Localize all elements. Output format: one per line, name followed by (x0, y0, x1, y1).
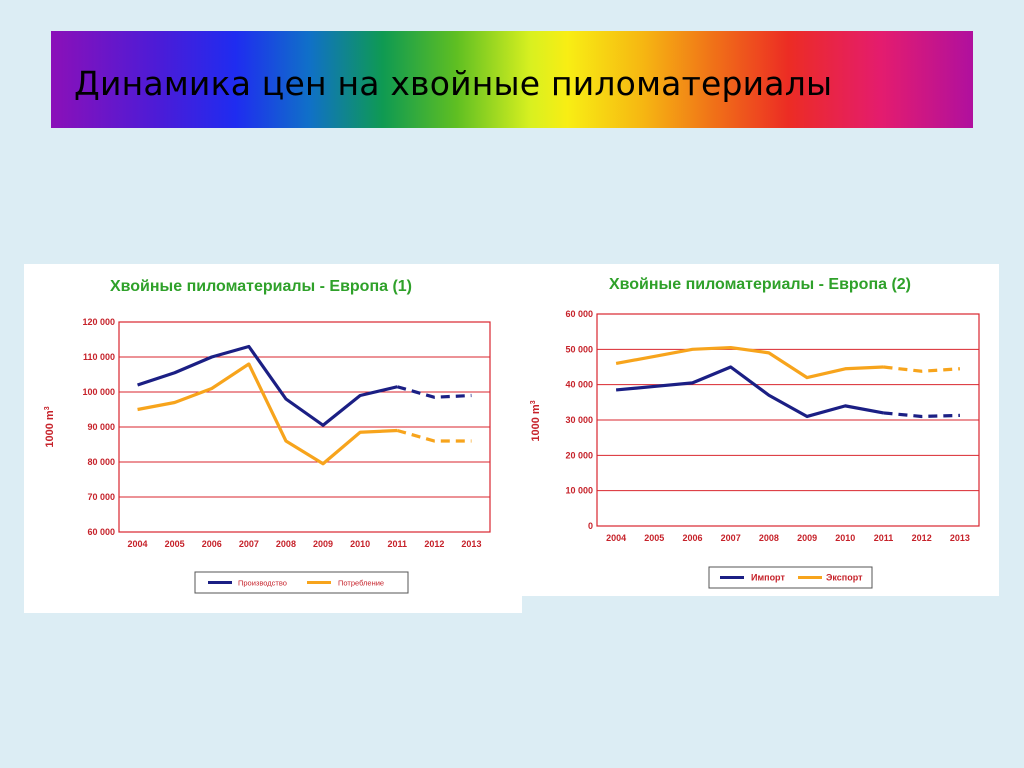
chart-1: Хвойные пиломатериалы - Европа (1) 60 000… (44, 278, 491, 594)
x-tick-label: 2013 (950, 533, 970, 543)
legend-box (194, 571, 409, 594)
legend-label: Импорт (751, 573, 785, 583)
legend-box (708, 566, 873, 589)
x-tick-label: 2013 (461, 539, 481, 549)
x-tick-label: 2009 (797, 533, 817, 543)
y-axis-label: 1000 m3 (44, 406, 56, 447)
y-tick-label: 60 000 (87, 527, 115, 537)
y-tick-label: 90 000 (87, 422, 115, 432)
y-tick-label: 80 000 (87, 457, 115, 467)
plot-area (118, 321, 491, 533)
series-line-1 (615, 365, 884, 419)
x-tick-label: 2004 (128, 539, 148, 549)
x-tick-label: 2004 (606, 533, 626, 543)
chart-panel-2: Хвойные пиломатериалы - Европа (2) 0 10 00… (522, 264, 999, 596)
x-tick-label: 2005 (644, 533, 664, 543)
x-tick-label: 2012 (424, 539, 444, 549)
x-tick-label: 2007 (239, 539, 259, 549)
x-tick-label: 2012 (912, 533, 932, 543)
y-tick-label: 10 000 (565, 486, 593, 496)
legend-label: Экспорт (826, 573, 863, 583)
chart-2: Хвойные пиломатериалы - Европа (2) 0 10 00… (530, 276, 980, 589)
x-tick-label: 2009 (313, 539, 333, 549)
y-tick-label: 110 000 (83, 352, 115, 362)
series-line-1 (137, 344, 398, 427)
legend-label: Производство (238, 579, 287, 588)
series-forecast-line-2 (883, 365, 961, 373)
title-banner: Динамика цен на хвойные пиломатериалы (51, 31, 973, 128)
y-tick-label: 40 000 (565, 380, 593, 390)
chart-title: Хвойные пиломатериалы - Европа (2) (609, 276, 911, 293)
x-tick-label: 2010 (350, 539, 370, 549)
y-tick-label: 70 000 (87, 492, 115, 502)
x-tick-label: 2011 (387, 539, 407, 549)
y-tick-label: 60 000 (565, 309, 593, 319)
series-forecast-line-2 (396, 428, 472, 443)
series-forecast-line-1 (883, 411, 960, 419)
y-tick-label: 0 (588, 521, 593, 531)
slide-title: Динамика цен на хвойные пиломатериалы (74, 64, 833, 103)
y-tick-label: 20 000 (565, 450, 593, 460)
series-forecast-line-1 (396, 385, 472, 399)
x-tick-label: 2006 (202, 539, 222, 549)
series-line-2 (615, 345, 884, 380)
x-tick-label: 2010 (835, 533, 855, 543)
y-tick-label: 50 000 (565, 344, 593, 354)
x-tick-label: 2011 (874, 533, 894, 543)
x-tick-label: 2005 (165, 539, 185, 549)
legend-label: Потребление (338, 579, 384, 588)
chart-panel-1: Хвойные пиломатериалы - Европа (1) 60 000… (24, 264, 522, 613)
x-tick-label: 2007 (721, 533, 741, 543)
y-axis-label: 1000 m3 (530, 400, 542, 441)
y-tick-label: 100 000 (82, 387, 115, 397)
chart-title: Хвойные пиломатериалы - Европа (1) (110, 278, 412, 295)
plot-area (596, 313, 980, 527)
x-tick-label: 2006 (682, 533, 702, 543)
series-line-2 (137, 362, 398, 466)
y-tick-label: 120 000 (82, 317, 115, 327)
y-tick-label: 30 000 (565, 415, 593, 425)
x-tick-label: 2008 (759, 533, 779, 543)
x-tick-label: 2008 (276, 539, 296, 549)
